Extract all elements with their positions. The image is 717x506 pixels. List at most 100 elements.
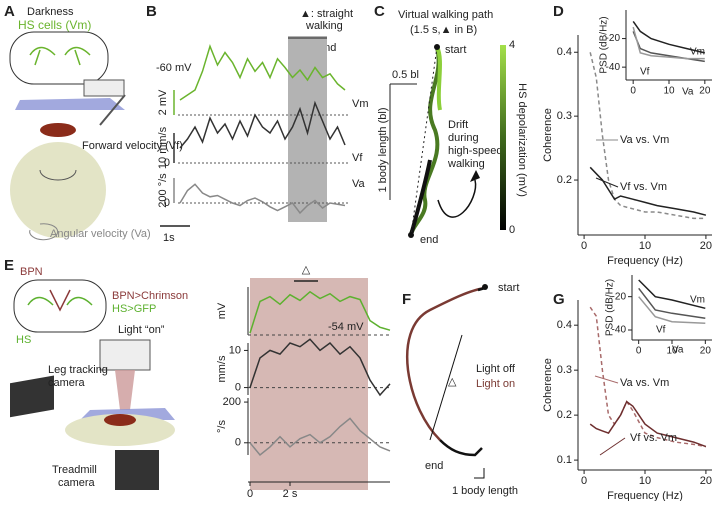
legend-entry: Va vs. Vm — [620, 377, 669, 389]
data-line — [632, 20, 705, 54]
y-tick-label: -40 — [606, 62, 621, 73]
legend-entry: Va — [682, 87, 694, 98]
x-tick-label: 20 — [700, 346, 712, 357]
annotation: camera — [48, 377, 86, 389]
annotation: 0.5 bl — [392, 69, 419, 81]
y-axis-label: PSD (dB/Hz) — [605, 279, 616, 336]
ball — [10, 142, 106, 238]
ball — [65, 414, 175, 446]
walking-path — [409, 46, 441, 236]
walking-path — [435, 46, 442, 111]
legend-entry: Vf — [640, 67, 650, 78]
y-axis-label: mV — [216, 302, 228, 319]
x-tick-label: 0 — [247, 488, 253, 500]
data-line — [589, 400, 707, 448]
fly — [104, 414, 136, 426]
annotation: walking — [447, 158, 485, 170]
annotation: HS>GFP — [112, 303, 156, 315]
hs-neurons — [29, 46, 91, 66]
legend-entry: Vm — [690, 295, 705, 306]
annotation: △ — [448, 376, 457, 388]
rest-label: -54 mV — [328, 321, 364, 333]
objective — [83, 79, 125, 97]
leg-camera — [10, 375, 54, 418]
x-tick-label: 20 — [700, 240, 712, 252]
y-tick-label: 0.2 — [557, 409, 572, 421]
annotation: HS cells (Vm) — [18, 18, 91, 32]
scale-label: 2 mV — [157, 89, 169, 115]
data-line — [249, 417, 391, 457]
legend-entry: Va — [672, 345, 684, 356]
annotation: 1 body length (bl) — [377, 108, 389, 193]
x-tick-label: 10 — [639, 240, 651, 252]
annotation: high-speed — [448, 145, 502, 157]
straight-walking-shade — [288, 36, 327, 222]
annotation: end — [420, 234, 438, 246]
zero-label: 0 — [164, 197, 170, 209]
y-axis-label: °/s — [216, 420, 228, 433]
annotation: camera — [58, 477, 96, 489]
start-dot — [482, 284, 488, 290]
data-line — [249, 338, 391, 397]
panel-label: F — [402, 291, 411, 308]
x-axis-label: Frequency (Hz) — [607, 490, 683, 501]
panel-label: A — [4, 3, 15, 20]
annotation: end — [425, 460, 443, 472]
x-tick-label: 0 — [581, 240, 587, 252]
y-tick-label: 0.1 — [557, 454, 572, 466]
data-line — [179, 44, 346, 101]
panel-label: E — [4, 257, 14, 274]
y-tick-label: 0.2 — [557, 174, 572, 186]
legend-entry: Vm — [690, 47, 705, 58]
y-axis-label: PSD (dB/Hz) — [599, 16, 610, 73]
annotation: Angular velocity (Va) — [50, 228, 151, 240]
panel-label: B — [146, 3, 157, 20]
annotation: ▲: straight — [300, 8, 353, 20]
series-label: Va — [352, 178, 366, 190]
panel-label: G — [553, 291, 565, 308]
annotation: Treadmill — [52, 464, 97, 476]
legend-entry: Vf vs. Vm — [630, 432, 677, 444]
data-line — [249, 290, 391, 334]
series-label: Vm — [352, 98, 369, 110]
annotation: (1.5 s,▲ in B) — [410, 24, 477, 36]
x-axis-label: Frequency (Hz) — [607, 255, 683, 267]
brain-outline — [13, 279, 107, 333]
light-on-shade — [250, 278, 368, 490]
data-line — [632, 26, 705, 60]
annotation: BPN>Chrimson — [112, 290, 188, 302]
legend-entry: Vf vs. Vm — [620, 181, 667, 193]
y-axis-label: Coherence — [542, 358, 554, 412]
annotation: during — [448, 132, 479, 144]
y-tick-label: 10 — [229, 344, 241, 356]
panel-label: D — [553, 3, 564, 20]
y-tick-label: -40 — [612, 325, 627, 336]
data-line — [589, 166, 707, 216]
annotation: 1 body length — [452, 485, 518, 497]
x-tick-label: 0 — [636, 346, 642, 357]
annotation: start — [445, 44, 466, 56]
y-axis-label: Coherence — [542, 108, 554, 162]
brain-outline — [9, 31, 109, 85]
x-tick-label: 20 — [700, 475, 712, 487]
annotation: Forward velocity (Vf) — [82, 140, 183, 152]
straight-line — [410, 46, 438, 236]
annotation: walking — [305, 20, 343, 32]
x-tick-label: 20 — [699, 86, 711, 97]
walking-path — [409, 159, 432, 236]
bpn-neurons — [49, 289, 71, 312]
annotation: Darkness — [27, 6, 74, 18]
electrode — [99, 94, 126, 126]
red-light — [115, 370, 135, 410]
straight-line — [429, 334, 463, 441]
x-tick-label: 2 s — [283, 488, 298, 500]
label-connector — [594, 375, 619, 384]
annotation: start — [498, 282, 519, 294]
y-tick-label: -20 — [612, 291, 627, 302]
arrowhead — [470, 170, 480, 182]
y-tick-label: 0.3 — [557, 364, 572, 376]
x-tick-label: 10 — [663, 86, 675, 97]
y-tick-label: 200 — [223, 396, 241, 408]
